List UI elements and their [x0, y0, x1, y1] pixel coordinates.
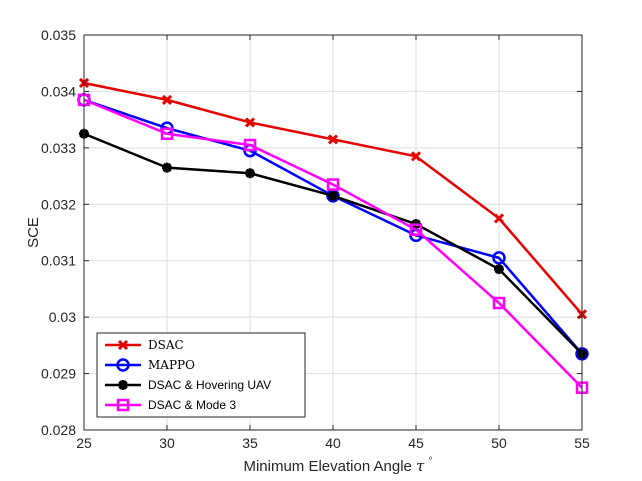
x-axis-label: Minimum Elevation Angle τ °	[243, 456, 432, 475]
y-tick-label: 0.031	[41, 253, 76, 269]
data-point-dsac-hovering-uav	[245, 168, 255, 179]
data-point-dsac	[244, 117, 256, 128]
y-tick-label: 0.034	[41, 83, 76, 99]
data-point-dsac-hovering-uav	[328, 190, 338, 201]
legend-label: MAPPO	[148, 358, 195, 372]
series-layer	[77, 77, 589, 394]
data-point-dsac	[493, 213, 505, 224]
legend-entry-mappo: MAPPO	[105, 358, 195, 372]
data-point-mappo	[492, 251, 506, 265]
data-point-dsac	[161, 94, 173, 105]
legend-entry-dsac-hovering-uav: DSAC & Hovering UAV	[105, 378, 271, 392]
y-tick-label: 0.035	[41, 27, 76, 43]
axis-ticks: 25 30 35 40 45 50 55 0.028 0.029 0.03 0.031 0.032 0.…	[41, 27, 590, 451]
legend-entry-dsac: DSAC	[105, 338, 184, 352]
data-point-dsac-hovering-uav	[162, 162, 172, 173]
x-tick-label: 50	[491, 435, 507, 451]
y-tick-label: 0.032	[41, 196, 76, 212]
legend-swatch-marker	[116, 358, 130, 372]
data-point-dsac	[327, 134, 339, 145]
y-axis-label: SCE	[25, 217, 42, 248]
data-point-dsac-mode-3	[409, 223, 423, 236]
y-tick-label: 0.028	[41, 422, 76, 438]
data-point-dsac-mode-3	[160, 127, 174, 140]
grid-lines	[83, 34, 583, 431]
x-tick-label: 25	[76, 435, 92, 451]
legend-box	[96, 332, 306, 418]
x-axis-label-symbol: τ	[416, 457, 425, 475]
x-axis-label-text: Minimum Elevation Angle	[243, 458, 411, 475]
legend-label: DSAC & Mode 3	[148, 398, 236, 412]
legend-label: DSAC & Hovering UAV	[148, 378, 271, 392]
legend-swatch-marker	[118, 380, 128, 390]
y-tick-label: 0.03	[49, 309, 76, 325]
legend-swatch-marker	[116, 398, 130, 412]
legend-swatch-marker	[117, 339, 129, 351]
legend: DSAC MAPPO DSAC & Hovering UAV DSAC & Mode …	[96, 332, 306, 418]
y-tick-label: 0.029	[41, 366, 76, 382]
x-tick-label: 45	[408, 435, 424, 451]
x-tick-label: 55	[574, 435, 590, 451]
legend-label: DSAC	[148, 338, 184, 352]
data-point-dsac-mode-3	[326, 178, 340, 191]
y-tick-label: 0.033	[41, 140, 76, 156]
x-tick-label: 35	[242, 435, 258, 451]
data-point-dsac	[410, 151, 422, 162]
data-point-dsac-mode-3	[243, 138, 257, 152]
data-point-dsac-mode-3	[492, 296, 506, 310]
series-line-dsac-mode-3	[83, 98, 583, 389]
x-axis-label-degree: °	[429, 456, 433, 467]
data-point-dsac-hovering-uav	[494, 264, 504, 275]
legend-entry-dsac-mode-3: DSAC & Mode 3	[105, 398, 236, 412]
x-tick-label: 30	[159, 435, 175, 451]
x-tick-label: 40	[325, 435, 341, 451]
